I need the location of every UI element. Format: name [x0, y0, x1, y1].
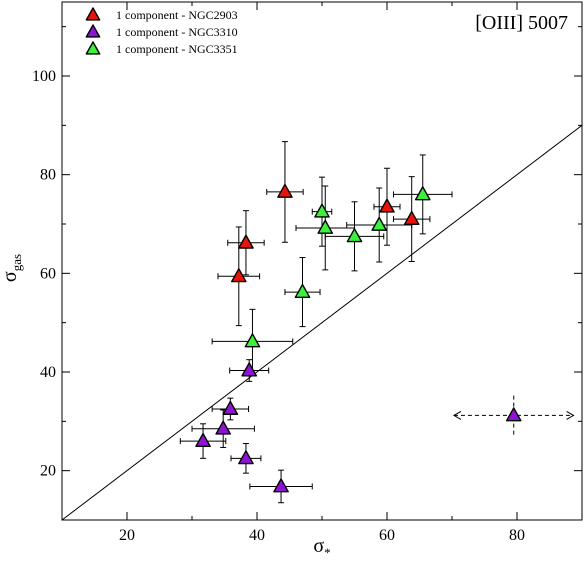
x-error-arrow-right — [566, 410, 575, 420]
data-point-marker — [277, 183, 293, 198]
legend: 1 component - NGC2903 1 component - NGC33… — [85, 7, 238, 56]
data-point-marker — [238, 450, 254, 465]
data-point-marker — [238, 234, 254, 249]
x-tick-label: 40 — [249, 527, 265, 544]
legend-marker — [85, 41, 101, 55]
data-point-marker — [505, 407, 522, 422]
x-tick-label: 20 — [119, 527, 135, 544]
y-tick-label: 20 — [40, 463, 56, 480]
x-axis-label-subscript: * — [324, 545, 331, 560]
data-point-layer — [195, 183, 522, 493]
x-axis-label-main: σ — [313, 535, 324, 557]
legend-label: 1 component - NGC3351 — [116, 42, 238, 56]
data-point-marker — [244, 333, 261, 348]
x-axis-label: σ* — [313, 535, 330, 560]
legend-marker — [85, 24, 101, 38]
data-point-marker — [346, 228, 363, 243]
y-tick-label: 40 — [40, 364, 56, 381]
reference-line — [61, 124, 583, 521]
x-tick-label: 80 — [509, 527, 525, 544]
legend-label: 1 component - NGC3310 — [116, 25, 238, 39]
x-error-arrow-left — [452, 410, 462, 420]
data-point-marker — [273, 478, 289, 493]
y-tick-label: 60 — [40, 265, 56, 282]
data-point-marker — [314, 203, 330, 218]
data-point-marker — [371, 216, 388, 231]
data-point-marker — [403, 210, 420, 226]
axis-tick-layer: 20 40 60 80 20 40 60 80 100 — [32, 2, 583, 544]
data-point-marker — [222, 400, 239, 415]
y-axis-label: σgas — [0, 254, 24, 282]
x-tick-label: 60 — [379, 527, 395, 544]
data-point-marker — [195, 432, 211, 448]
y-tick-label: 80 — [40, 167, 56, 184]
data-point-marker — [379, 198, 395, 213]
y-axis-label-subscript: gas — [9, 254, 24, 271]
y-axis-label-main: σ — [0, 271, 21, 282]
data-point-marker — [294, 283, 311, 299]
legend-marker — [85, 7, 101, 21]
data-point-marker — [414, 186, 431, 201]
chart-annotation: [OIII] 5007 — [475, 12, 568, 34]
data-point-marker — [215, 420, 232, 435]
legend-label: 1 component - NGC2903 — [116, 8, 238, 22]
reference-line-layer — [61, 124, 583, 521]
data-point-marker — [317, 219, 334, 234]
data-point-marker — [230, 268, 247, 283]
error-bar-layer — [179, 141, 575, 504]
y-tick-label: 100 — [32, 68, 56, 85]
data-point-marker — [241, 362, 258, 377]
